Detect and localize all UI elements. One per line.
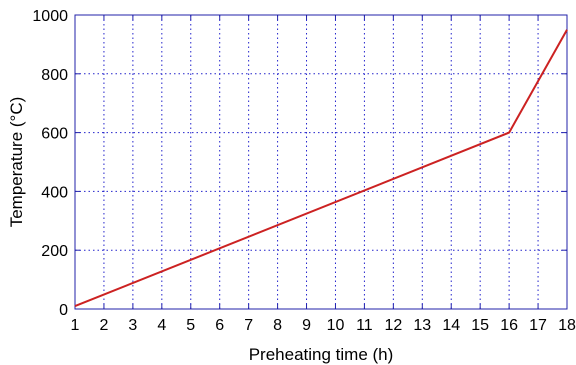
x-tick-label: 10 xyxy=(327,317,345,334)
grid xyxy=(75,15,567,309)
x-tick-label: 17 xyxy=(529,317,547,334)
y-tick-label: 600 xyxy=(41,126,68,143)
axis-ticks xyxy=(74,14,568,310)
x-tick-label: 4 xyxy=(157,317,166,334)
y-tick-label: 200 xyxy=(41,243,68,260)
y-tick-label: 0 xyxy=(59,302,68,319)
x-tick-label: 2 xyxy=(99,317,108,334)
x-tick-label: 12 xyxy=(384,317,402,334)
x-tick-label: 8 xyxy=(273,317,282,334)
plot-frame xyxy=(74,14,568,310)
x-tick-label: 1 xyxy=(71,317,80,334)
x-tick-label: 3 xyxy=(128,317,137,334)
y-tick-label: 800 xyxy=(41,67,68,84)
x-tick-labels: 1 2 3 4 5 6 7 8 9 10 11 12 13 14 15 16 17 18 xyxy=(71,317,576,334)
x-tick-label: 11 xyxy=(356,317,373,334)
x-tick-label: 14 xyxy=(442,317,460,334)
x-tick-label: 13 xyxy=(413,317,431,334)
x-tick-label: 18 xyxy=(558,317,576,334)
series-group xyxy=(74,29,568,308)
x-tick-label: 15 xyxy=(471,317,489,334)
x-tick-label: 9 xyxy=(302,317,311,334)
x-tick-label: 16 xyxy=(500,317,518,334)
x-axis-label: Preheating time (h) xyxy=(249,345,394,364)
y-tick-labels: 0 200 400 600 800 1000 xyxy=(32,8,68,319)
x-tick-label: 5 xyxy=(186,317,195,334)
y-tick-label: 1000 xyxy=(32,8,68,25)
y-tick-label: 400 xyxy=(41,184,68,201)
y-axis-label: Temperature (°C) xyxy=(7,97,26,228)
series-line xyxy=(74,29,568,308)
x-tick-label: 6 xyxy=(215,317,224,334)
x-tick-label: 7 xyxy=(244,317,253,334)
